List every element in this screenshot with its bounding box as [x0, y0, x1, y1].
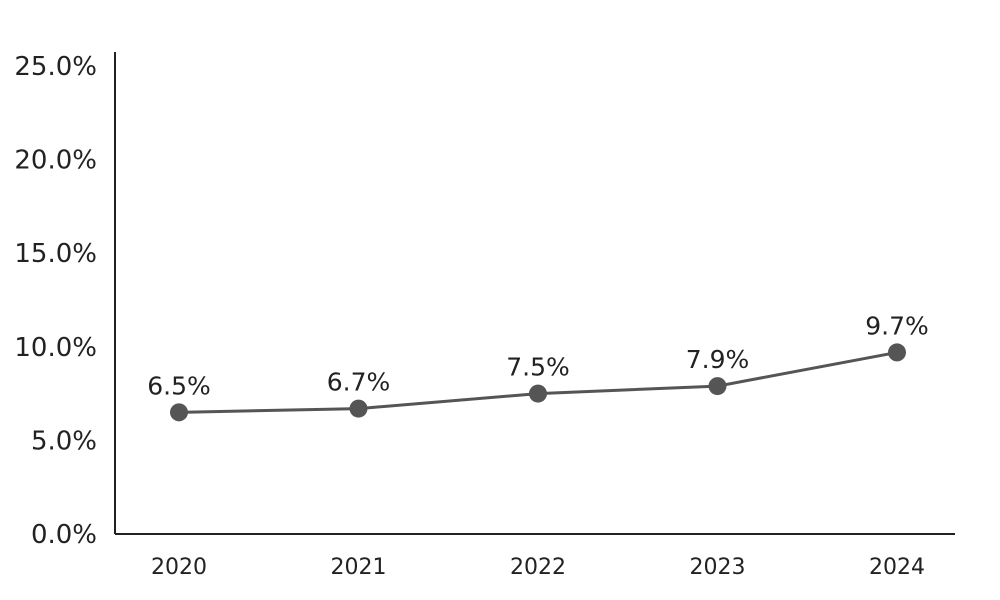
- data-labels: 6.5% 6.7% 7.5% 7.9% 9.7%: [147, 311, 929, 400]
- data-label: 7.9%: [686, 345, 750, 374]
- data-point: [349, 399, 368, 418]
- data-point: [888, 343, 906, 362]
- y-tick-label: 25.0%: [14, 52, 97, 82]
- x-tick-label: 2021: [331, 555, 387, 580]
- data-label: 9.7%: [865, 311, 929, 340]
- data-label: 7.5%: [506, 353, 570, 382]
- series-group: [170, 343, 906, 422]
- x-tick-label: 2024: [869, 555, 925, 580]
- data-point: [529, 384, 547, 403]
- data-point: [170, 403, 188, 422]
- y-tick-label: 20.0%: [14, 146, 97, 176]
- x-tick-label: 2023: [690, 555, 746, 580]
- y-axis-ticks: 0.0% 5.0% 10.0% 15.0% 20.0% 25.0%: [14, 52, 97, 550]
- y-tick-label: 0.0%: [31, 520, 97, 550]
- y-tick-label: 5.0%: [31, 426, 97, 456]
- data-label: 6.5%: [147, 371, 211, 400]
- y-tick-label: 10.0%: [14, 333, 97, 363]
- data-label: 6.7%: [327, 368, 391, 397]
- x-tick-label: 2022: [510, 555, 566, 580]
- x-tick-label: 2020: [151, 555, 207, 580]
- x-axis-ticks: 2020 2021 2022 2023 2024: [151, 555, 925, 580]
- y-tick-label: 15.0%: [14, 239, 97, 269]
- data-point: [708, 377, 727, 396]
